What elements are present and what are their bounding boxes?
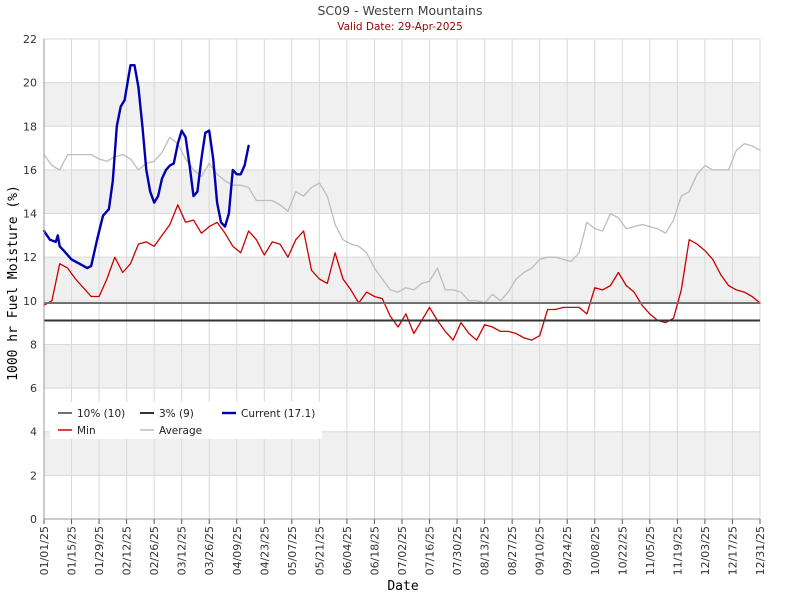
y-tick-label: 20 xyxy=(23,77,37,90)
x-tick-label: 12/31/25 xyxy=(754,526,767,575)
y-tick-label: 18 xyxy=(23,120,37,133)
y-tick-label: 6 xyxy=(30,382,37,395)
plot-axes: 0 2 4 6 8 10 12 14 16 18 20 22 01/01/25 01/15/25 01/29… xyxy=(23,33,767,575)
y-tick-label: 0 xyxy=(30,513,37,526)
x-tick-label: 01/15/25 xyxy=(66,526,79,575)
x-tick-label: 10/22/25 xyxy=(616,526,629,575)
x-tick-label: 06/04/25 xyxy=(341,526,354,575)
y-tick-label: 14 xyxy=(23,208,37,221)
x-tick-label: 01/29/25 xyxy=(93,526,106,575)
x-tick-label: 07/16/25 xyxy=(424,526,437,575)
x-tick-label: 12/17/25 xyxy=(726,526,739,575)
chart-title: SC09 - Western Mountains xyxy=(317,3,482,18)
legend-label-pct10: 10% (10) xyxy=(77,408,125,420)
x-tick-label: 02/12/25 xyxy=(121,526,134,575)
legend-label-min: Min xyxy=(77,425,96,437)
x-tick-label: 01/01/25 xyxy=(38,526,51,575)
series-line-current xyxy=(42,64,250,270)
legend-box xyxy=(50,402,322,439)
x-tick-label: 11/05/25 xyxy=(644,526,657,575)
x-tick-label: 08/13/25 xyxy=(479,526,492,575)
legend-label-pct3: 3% (9) xyxy=(159,408,194,420)
y-tick-label: 16 xyxy=(23,164,37,177)
x-tick-label: 05/07/25 xyxy=(286,526,299,575)
y-tick-label: 10 xyxy=(23,295,37,308)
x-tick-label: 03/26/25 xyxy=(203,526,216,575)
x-tick-label: 07/02/25 xyxy=(396,526,409,575)
series-layer xyxy=(42,64,761,341)
x-tick-label: 09/24/25 xyxy=(561,526,574,575)
y-axis-label: 1000 hr Fuel Moisture (%) xyxy=(6,185,21,381)
x-tick-label: 08/27/25 xyxy=(506,526,519,575)
x-tick-label: 04/23/25 xyxy=(258,526,271,575)
y-tick-label: 4 xyxy=(30,426,37,439)
y-tick-label: 8 xyxy=(30,338,37,351)
legend: 10% (10) 3% (9) Current (17.1) Min Average xyxy=(50,402,322,439)
x-tick-label: 04/09/25 xyxy=(231,526,244,575)
y-tick-label: 2 xyxy=(30,469,37,482)
series-line-average xyxy=(43,136,761,304)
x-tick-label: 12/03/25 xyxy=(699,526,712,575)
y-tick-label: 22 xyxy=(23,33,37,46)
legend-label-average: Average xyxy=(159,425,202,437)
chart-subtitle: Valid Date: 29-Apr-2025 xyxy=(337,21,463,33)
x-tick-label: 03/12/25 xyxy=(176,526,189,575)
x-tick-label: 09/10/25 xyxy=(534,526,547,575)
x-tick-label: 11/19/25 xyxy=(671,526,684,575)
x-tick-label: 02/26/25 xyxy=(148,526,161,575)
x-axis-label: Date xyxy=(387,579,418,594)
y-tick-label: 12 xyxy=(23,251,37,264)
legend-label-current: Current (17.1) xyxy=(241,408,315,420)
x-tick-label: 05/21/25 xyxy=(313,526,326,575)
x-tick-label: 07/30/25 xyxy=(451,526,464,575)
x-tick-label: 06/18/25 xyxy=(368,526,381,575)
x-tick-label: 10/08/25 xyxy=(589,526,602,575)
